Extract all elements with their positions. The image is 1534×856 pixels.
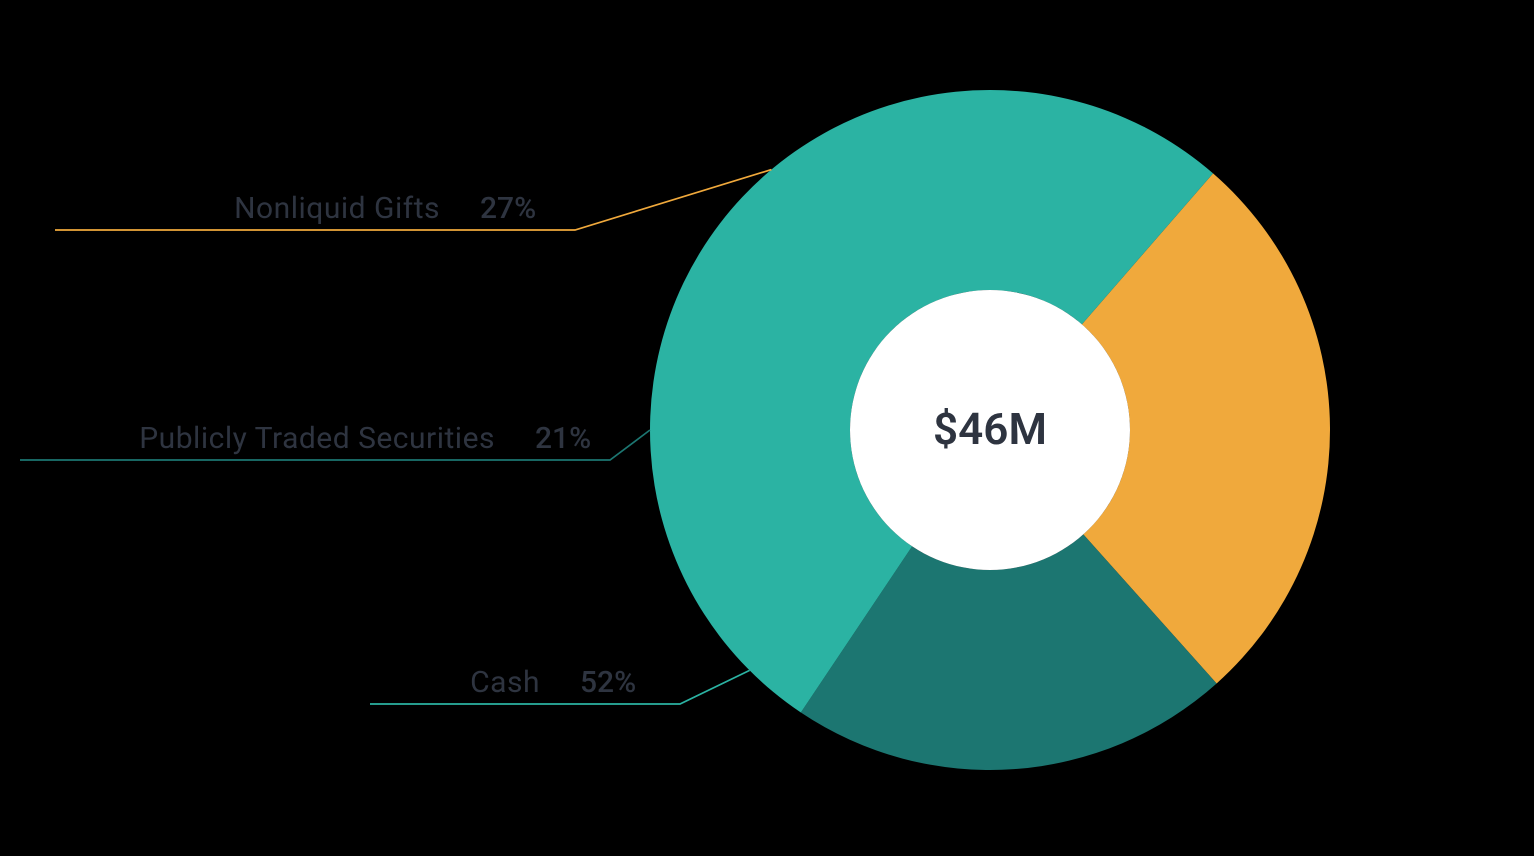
label-securities: Publicly Traded Securities [139,421,495,456]
percent-nonliquid: 27% [480,191,536,226]
label-cash: Cash [470,665,540,700]
percent-securities: 21% [535,421,591,456]
leader-cash [370,670,750,704]
donut-chart: $46M Nonliquid Gifts 27% Publicly Traded Se… [0,0,1534,856]
label-nonliquid: Nonliquid Gifts [234,191,440,226]
center-total: $46M [933,403,1047,455]
percent-cash: 52% [580,665,636,700]
